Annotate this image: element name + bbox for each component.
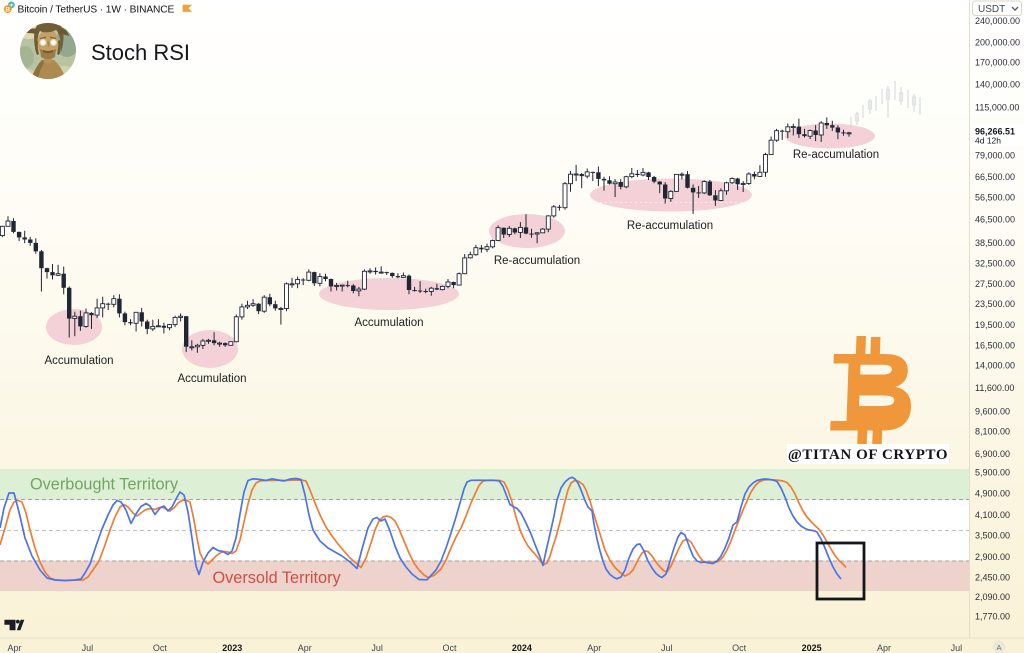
svg-text:Apr: Apr xyxy=(7,643,21,653)
svg-text:Accumulation: Accumulation xyxy=(44,355,113,367)
svg-text:11,600.00: 11,600.00 xyxy=(975,383,1014,393)
svg-text:200,000.00: 200,000.00 xyxy=(975,38,1020,48)
svg-text:240,000.00: 240,000.00 xyxy=(975,16,1020,26)
svg-text:16,500.00: 16,500.00 xyxy=(975,341,1015,351)
svg-text:Oct: Oct xyxy=(442,643,457,653)
svg-text:46,500.00: 46,500.00 xyxy=(975,215,1015,225)
svg-text:Overbought Territory: Overbought Territory xyxy=(30,476,179,494)
svg-text:2024: 2024 xyxy=(512,643,532,653)
svg-text:Oct: Oct xyxy=(153,643,168,653)
svg-text:2023: 2023 xyxy=(222,643,242,653)
svg-text:Accumulation: Accumulation xyxy=(354,317,423,329)
svg-text:4,900.00: 4,900.00 xyxy=(975,489,1010,499)
svg-text:115,000.00: 115,000.00 xyxy=(975,103,1019,113)
svg-text:Apr: Apr xyxy=(877,643,891,653)
svg-text:Oversold Territory: Oversold Territory xyxy=(213,569,342,587)
svg-text:Jul: Jul xyxy=(371,643,383,653)
svg-text:4,100.00: 4,100.00 xyxy=(975,510,1010,520)
svg-text:170,000.00: 170,000.00 xyxy=(975,58,1020,68)
svg-text:B: B xyxy=(5,7,10,14)
svg-text:4d 12h: 4d 12h xyxy=(975,136,1001,146)
svg-text:32,500.00: 32,500.00 xyxy=(975,259,1015,269)
svg-text:14,000.00: 14,000.00 xyxy=(975,361,1015,371)
svg-text:56,500.00: 56,500.00 xyxy=(975,193,1015,203)
svg-text:6,900.00: 6,900.00 xyxy=(975,449,1010,459)
svg-text:5,900.00: 5,900.00 xyxy=(975,468,1010,478)
svg-text:Jul: Jul xyxy=(82,643,94,653)
svg-text:27,500.00: 27,500.00 xyxy=(975,279,1015,289)
svg-text:8,100.00: 8,100.00 xyxy=(975,427,1010,437)
svg-text:66,500.00: 66,500.00 xyxy=(975,172,1015,182)
svg-text:2,090.00: 2,090.00 xyxy=(975,592,1010,602)
svg-text:1,770.00: 1,770.00 xyxy=(975,612,1010,622)
svg-text:Apr: Apr xyxy=(587,643,601,653)
svg-text:140,000.00: 140,000.00 xyxy=(975,80,1020,90)
svg-text:Accumulation: Accumulation xyxy=(177,373,246,385)
svg-text:23,500.00: 23,500.00 xyxy=(975,299,1015,309)
svg-text:Stoch RSI: Stoch RSI xyxy=(91,40,190,65)
svg-text:38,500.00: 38,500.00 xyxy=(975,238,1015,248)
svg-text:2025: 2025 xyxy=(802,643,822,653)
svg-text:79,000.00: 79,000.00 xyxy=(975,151,1015,161)
svg-text:Oct: Oct xyxy=(732,643,747,653)
svg-text:Jul: Jul xyxy=(951,643,963,653)
svg-text:USDT: USDT xyxy=(978,4,1005,15)
svg-text:96,266.51: 96,266.51 xyxy=(975,127,1015,137)
svg-text:Re-accumulation: Re-accumulation xyxy=(627,220,713,232)
svg-text:Bitcoin / TetherUS · 1W · BINA: Bitcoin / TetherUS · 1W · BINANCE xyxy=(18,4,175,15)
svg-text:9,600.00: 9,600.00 xyxy=(975,407,1010,417)
svg-text:19,500.00: 19,500.00 xyxy=(975,320,1015,330)
svg-text:3,500.00: 3,500.00 xyxy=(975,531,1010,541)
svg-text:Apr: Apr xyxy=(298,643,312,653)
svg-text:2,900.00: 2,900.00 xyxy=(975,552,1010,562)
svg-text:A: A xyxy=(996,643,1001,652)
svg-text:Re-accumulation: Re-accumulation xyxy=(494,255,580,267)
svg-text:@TITAN OF CRYPTO: @TITAN OF CRYPTO xyxy=(788,447,948,463)
svg-text:Re-accumulation: Re-accumulation xyxy=(793,149,879,161)
svg-text:2,450.00: 2,450.00 xyxy=(975,573,1010,583)
svg-text:Jul: Jul xyxy=(661,643,673,653)
